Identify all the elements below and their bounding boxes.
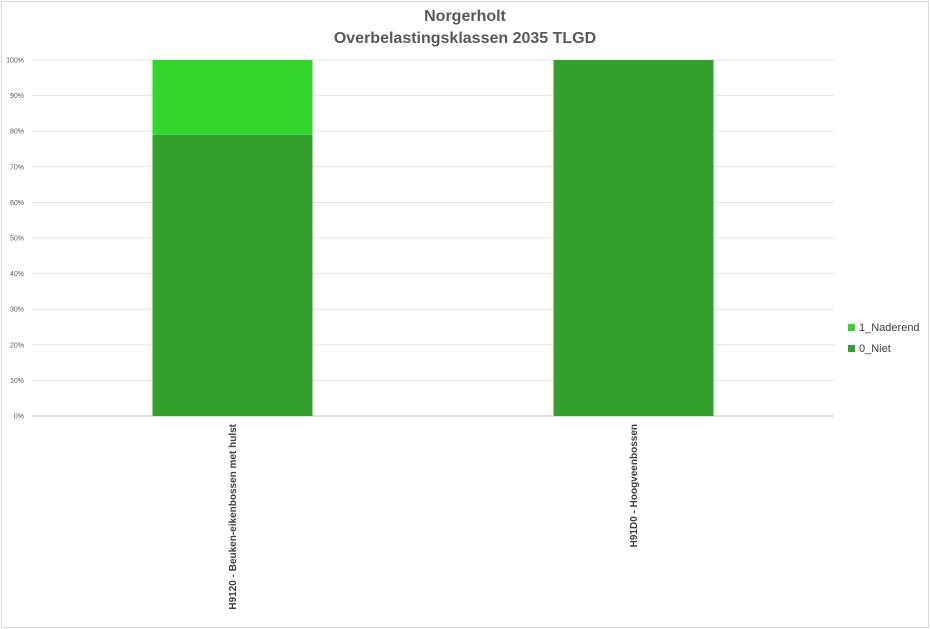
y-tick-label: 10% xyxy=(10,378,24,385)
y-tick-label: 50% xyxy=(10,236,24,243)
bar-segment xyxy=(152,60,313,135)
bar-segment xyxy=(152,134,313,416)
legend-swatch xyxy=(848,324,855,331)
y-tick-label: 90% xyxy=(10,93,24,100)
gridlines xyxy=(32,59,834,417)
bar-segment xyxy=(553,60,714,416)
chart-title: Norgerholt xyxy=(424,8,506,25)
category-label: H9120 - Beuken-eikenbossen met hulst xyxy=(228,423,239,609)
y-tick-label: 60% xyxy=(10,200,24,207)
legend-swatch xyxy=(848,345,855,352)
x-axis-labels: H9120 - Beuken-eikenbossen met hulst H91D… xyxy=(228,423,640,609)
y-tick-label: 100% xyxy=(6,58,24,65)
y-tick-label: 0% xyxy=(14,414,24,421)
y-tick-label: 80% xyxy=(10,129,24,136)
category-label: H91D0 - Hoogveenbossen xyxy=(629,424,640,547)
y-tick-label: 30% xyxy=(10,307,24,314)
y-tick-label: 20% xyxy=(10,342,24,349)
y-axis-ticks: 0% 10% 20% 30% 40% 50% 60% 70% 80% 90% 100% xyxy=(6,58,24,421)
legend: 1_Naderend 0_Niet xyxy=(848,322,920,355)
legend-label: 1_Naderend xyxy=(859,322,920,334)
chart-subtitle: Overbelastingsklassen 2035 TLGD xyxy=(333,30,597,47)
y-tick-label: 70% xyxy=(10,164,24,171)
legend-label: 0_Niet xyxy=(859,343,891,355)
y-tick-label: 40% xyxy=(10,271,24,278)
bars xyxy=(152,60,714,416)
